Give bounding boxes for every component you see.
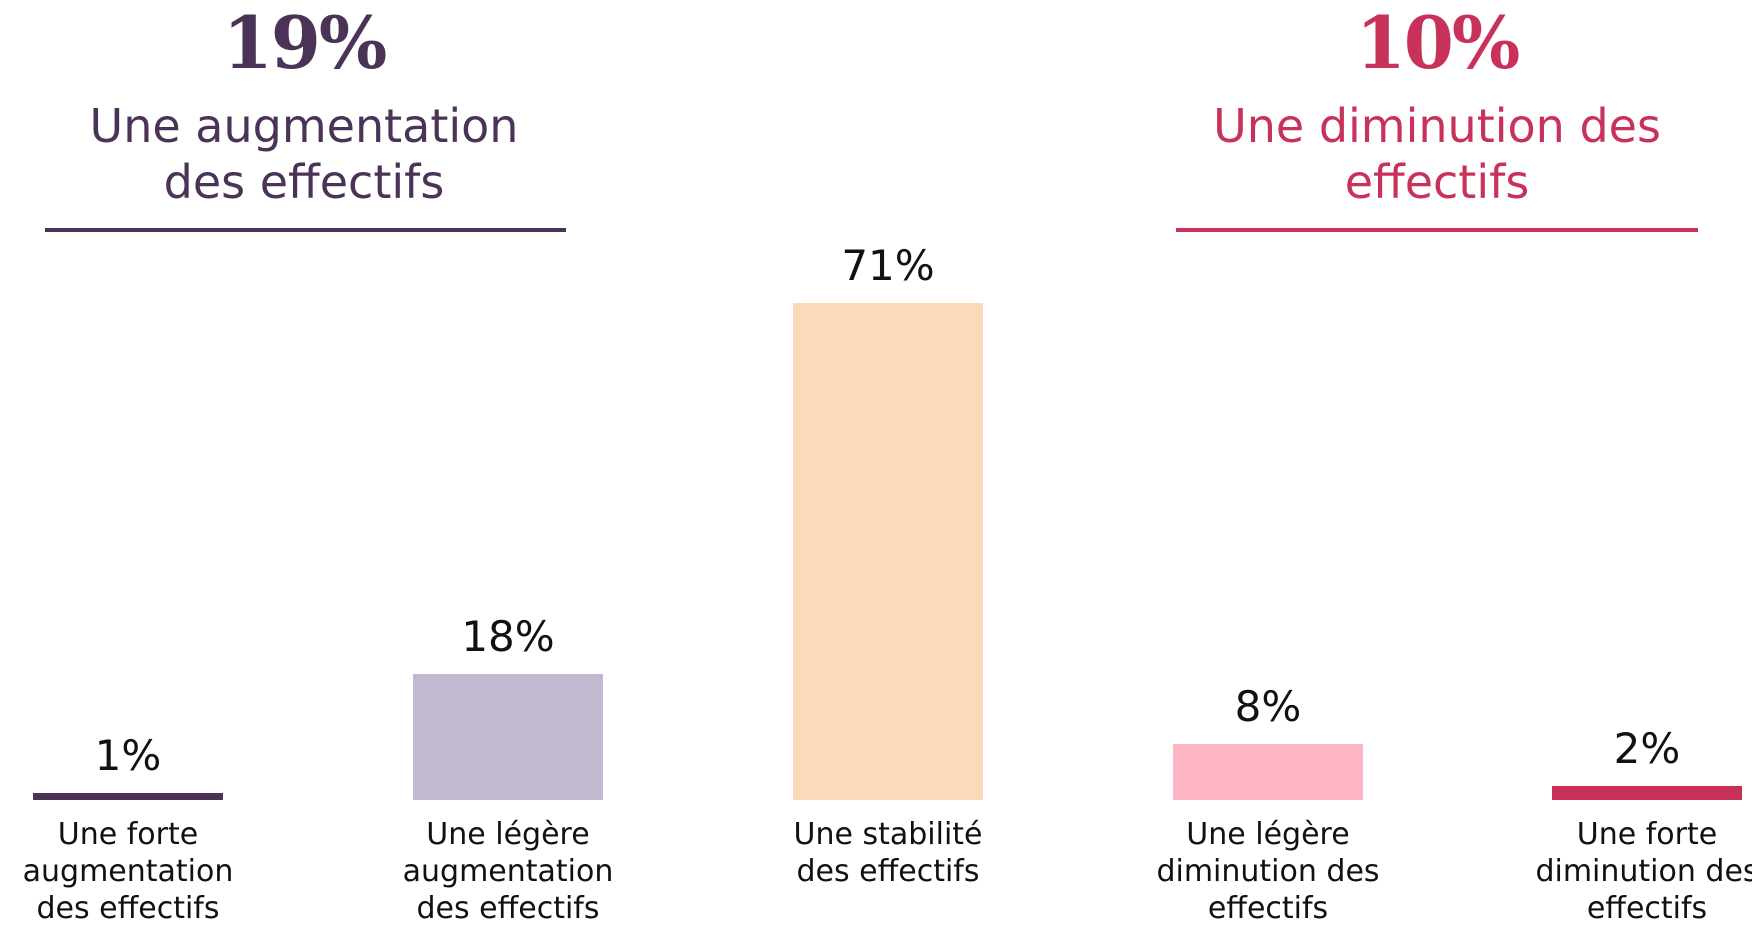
value-label: 8% [1234,682,1302,731]
category-label: Une légère diminution des effectifs [1156,817,1380,926]
bar [33,793,223,800]
bar [1173,744,1363,800]
bar [1552,786,1742,800]
value-label: 2% [1613,724,1681,773]
group-value: 19% [222,0,388,85]
value-label: 71% [841,241,935,290]
category-label: Une forte augmentation des effectifs [22,817,234,926]
category-label: Une légère augmentation des effectifs [402,817,614,926]
value-label: 1% [94,731,162,780]
group-value: 10% [1355,0,1521,85]
group-label: Une augmentation des effectifs [89,99,519,209]
group-underline [45,228,566,232]
group-label: Une diminution des effectifs [1213,99,1661,209]
bar [793,303,983,800]
category-label: Une forte diminution des effectifs [1535,817,1752,926]
category-label: Une stabilité des effectifs [793,817,983,889]
group-underline [1176,228,1698,232]
value-label: 18% [461,612,555,661]
bar [413,674,603,800]
